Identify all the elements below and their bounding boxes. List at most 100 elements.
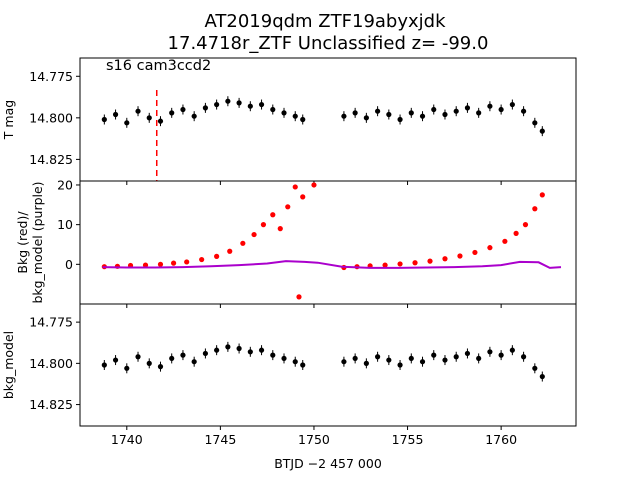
- data-point-middle-0-25: [412, 260, 418, 266]
- data-point-middle-0-34: [532, 206, 538, 212]
- data-point-top-0-7: [180, 106, 186, 113]
- data-point-middle-0-27: [442, 256, 448, 262]
- data-point-top-0-3: [135, 108, 141, 114]
- panel-bottom: 14.775 14.800 14.825 1740 1745 1750 1755 1760 BT…: [1, 303, 577, 471]
- data-point-bottom-0-23: [386, 357, 392, 363]
- data-point-middle-0-18: [296, 294, 302, 300]
- data-point-top-0-4: [146, 115, 152, 121]
- data-point-bottom-0-19: [341, 359, 347, 365]
- data-point-top-0-24: [397, 116, 403, 123]
- data-point-top-0-34: [509, 101, 515, 108]
- data-point-top-0-13: [247, 103, 253, 109]
- data-point-middle-0-9: [227, 248, 233, 254]
- data-point-top-0-29: [453, 108, 459, 114]
- data-point-bottom-0-25: [408, 355, 414, 362]
- ytick-label-middle-0: 0: [65, 257, 73, 272]
- y-axis-label-middle-1: bkg_model (purple): [30, 181, 45, 303]
- data-point-bottom-0-17: [292, 359, 298, 365]
- data-point-top-0-2: [124, 120, 130, 126]
- data-point-top-0-6: [169, 110, 175, 116]
- data-point-middle-0-30: [487, 245, 493, 251]
- panel-frame-top: [79, 57, 577, 182]
- ytick-label-top-1: 14.800: [29, 110, 73, 125]
- data-point-top-0-33: [498, 106, 504, 113]
- data-point-middle-0-23: [382, 262, 388, 268]
- data-point-bottom-0-12: [236, 345, 242, 352]
- data-point-bottom-0-16: [281, 355, 287, 362]
- data-point-middle-0-5: [170, 260, 177, 266]
- data-point-middle-0-6: [184, 259, 190, 265]
- data-point-top-0-26: [419, 113, 426, 119]
- data-point-bottom-0-31: [476, 355, 482, 362]
- data-point-bottom-0-18: [300, 362, 306, 368]
- data-point-top-0-15: [270, 106, 276, 113]
- data-point-middle-0-4: [157, 261, 164, 267]
- data-point-top-0-11: [225, 98, 231, 104]
- data-point-middle-0-15: [285, 204, 291, 210]
- data-point-middle-0-33: [522, 222, 529, 228]
- data-point-bottom-0-35: [520, 354, 527, 360]
- figure-title-line1: AT2019qdm ZTF19abyxjdk: [204, 11, 446, 32]
- data-point-top-0-17: [292, 113, 298, 119]
- data-point-top-0-28: [442, 111, 448, 118]
- data-point-bottom-0-8: [191, 359, 197, 365]
- ytick-label-top-0: 14.775: [29, 69, 73, 84]
- data-point-bottom-0-11: [225, 344, 231, 350]
- data-point-bottom-0-13: [247, 349, 253, 355]
- data-point-bottom-0-1: [112, 357, 119, 363]
- data-point-bottom-0-33: [498, 352, 504, 358]
- y-axis-label-middle-0: Bkg (red)/: [15, 211, 30, 274]
- series-line-middle-1: [102, 260, 562, 269]
- data-point-top-0-10: [214, 101, 220, 108]
- data-point-middle-0-13: [270, 212, 276, 218]
- data-point-middle-0-10: [240, 240, 246, 246]
- ytick-label-top-2: 14.825: [29, 152, 73, 167]
- data-point-top-0-27: [431, 106, 437, 113]
- ytick-label-bottom-0: 14.775: [29, 315, 73, 330]
- data-point-middle-0-29: [472, 249, 478, 256]
- panel-frame-bottom: [79, 303, 577, 427]
- data-point-top-0-21: [363, 115, 369, 121]
- data-point-middle-0-28: [457, 253, 463, 259]
- data-point-bottom-0-26: [419, 359, 426, 365]
- y-axis-label-top: T mag: [1, 100, 16, 140]
- data-point-middle-0-26: [427, 258, 433, 264]
- data-point-bottom-0-3: [135, 354, 141, 360]
- data-point-bottom-0-24: [397, 362, 403, 368]
- data-point-bottom-0-21: [363, 360, 369, 366]
- data-point-middle-0-14: [277, 226, 283, 232]
- data-point-middle-0-12: [260, 222, 267, 228]
- data-point-bottom-0-29: [453, 354, 459, 360]
- data-point-top-0-30: [464, 105, 471, 111]
- xtick-label-2: 1750: [298, 432, 330, 447]
- xtick-label-1: 1745: [204, 432, 236, 447]
- data-point-bottom-0-9: [202, 350, 209, 357]
- data-point-top-0-23: [386, 111, 392, 118]
- data-point-top-0-8: [191, 113, 197, 119]
- data-point-middle-0-17: [300, 194, 306, 200]
- data-point-bottom-0-14: [258, 347, 265, 353]
- data-point-bottom-0-30: [464, 350, 471, 357]
- data-point-top-0-14: [258, 101, 265, 108]
- data-point-top-0-18: [300, 116, 306, 123]
- ytick-label-bottom-2: 14.825: [29, 397, 73, 412]
- data-point-top-0-16: [281, 110, 287, 116]
- data-point-top-0-19: [341, 113, 347, 119]
- data-point-middle-0-35: [539, 192, 545, 198]
- data-point-bottom-0-5: [157, 364, 164, 370]
- data-point-middle-0-31: [502, 238, 508, 244]
- data-point-middle-0-8: [214, 253, 220, 259]
- data-point-middle-0-19: [311, 182, 317, 188]
- ytick-label-bottom-1: 14.800: [29, 356, 73, 371]
- data-point-bottom-0-32: [487, 349, 493, 355]
- panel-frame-middle: [79, 180, 577, 305]
- data-point-top-0-35: [520, 108, 527, 114]
- data-point-top-0-0: [101, 116, 107, 123]
- ytick-label-middle-2: 20: [57, 177, 73, 192]
- data-point-top-0-20: [352, 110, 358, 116]
- x-axis-label: BTJD −2 457 000: [274, 456, 382, 471]
- data-point-bottom-0-0: [101, 362, 107, 368]
- data-point-bottom-0-10: [214, 347, 220, 353]
- xtick-label-3: 1755: [392, 432, 424, 447]
